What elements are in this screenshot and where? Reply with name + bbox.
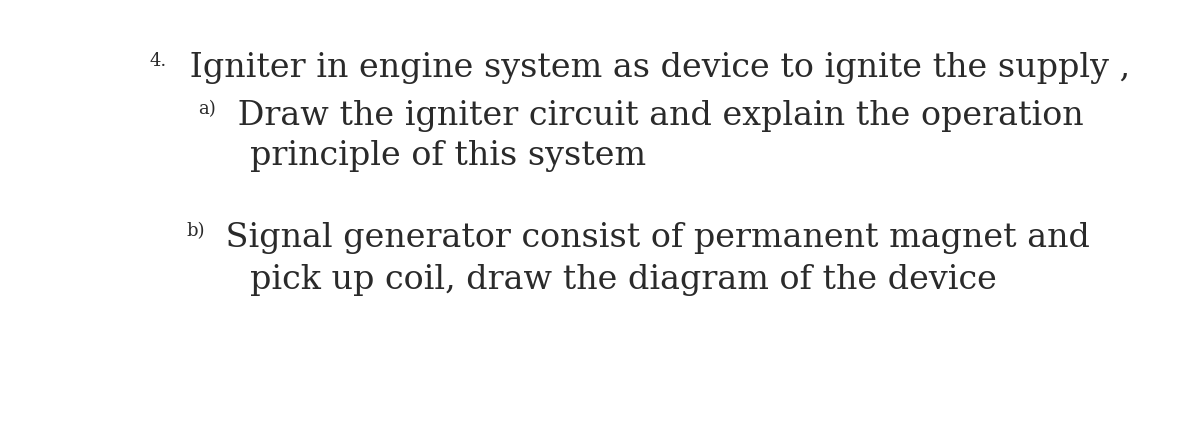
Text: pick up coil, draw the diagram of the device: pick up coil, draw the diagram of the de… xyxy=(250,264,996,296)
Text: a): a) xyxy=(198,100,216,118)
Text: b): b) xyxy=(186,222,204,240)
Text: principle of this system: principle of this system xyxy=(250,140,646,172)
Text: Draw the igniter circuit and explain the operation: Draw the igniter circuit and explain the… xyxy=(227,100,1084,132)
Text: Igniter in engine system as device to ignite the supply ,: Igniter in engine system as device to ig… xyxy=(179,52,1130,84)
Text: Signal generator consist of permanent magnet and: Signal generator consist of permanent ma… xyxy=(215,222,1090,254)
Text: 4.: 4. xyxy=(150,52,167,70)
